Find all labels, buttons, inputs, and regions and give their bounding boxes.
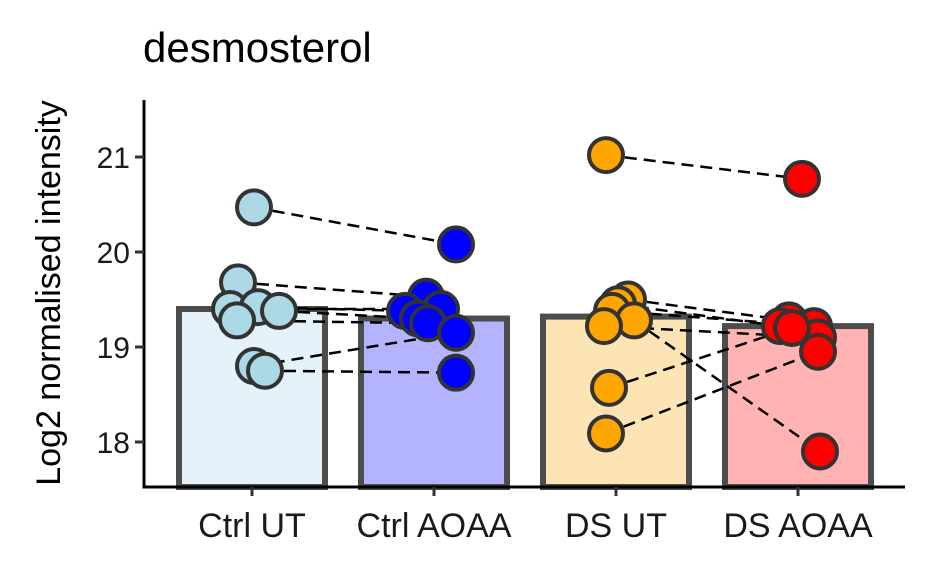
y-tick-label-1: 19: [97, 332, 130, 365]
pair-line-1: [237, 281, 427, 298]
y-axis-label: Log2 normalised intensity: [30, 100, 68, 486]
chart-title: desmosterol: [143, 24, 372, 71]
point-1-0: [437, 225, 475, 264]
point-2-7: [587, 414, 625, 453]
point-3-7: [801, 432, 839, 471]
point-0-0: [235, 188, 273, 227]
x-tick-label-1: Ctrl AOAA: [357, 507, 512, 545]
y-tick-label-0: 18: [97, 427, 130, 460]
point-1-6: [437, 313, 475, 352]
x-tick-label-2: DS UT: [565, 507, 667, 545]
point-3-5: [773, 309, 811, 347]
point-0-5: [218, 301, 256, 340]
y-tick-label-3: 21: [97, 142, 130, 175]
x-tick-label-0: Ctrl UT: [198, 507, 306, 545]
bar-3: [722, 323, 874, 490]
point-2-6: [590, 368, 628, 407]
bar-0: [176, 306, 328, 490]
pair-line-11: [611, 309, 815, 328]
axes-layer: 18 19 20 21 Ctrl UT Ctrl AOAA DS UT DS AOAA: [97, 100, 905, 545]
pair-line-8: [605, 153, 803, 181]
x-tick-label-3: DS AOAA: [723, 507, 873, 545]
point-1-7: [437, 353, 475, 392]
point-3-0: [783, 159, 821, 198]
point-2-0: [587, 136, 625, 175]
point-0-4: [260, 291, 298, 330]
pair-line-9: [627, 298, 790, 322]
pair-line-7: [264, 369, 457, 374]
point-0-7: [246, 351, 284, 390]
point-3-6: [799, 332, 837, 371]
pair-line-0: [253, 206, 457, 246]
bar-1: [358, 315, 510, 490]
points-layer: [211, 136, 839, 471]
pair-line-6: [253, 331, 457, 368]
y-tick-label-2: 20: [97, 237, 130, 270]
pair-line-14: [608, 326, 793, 390]
point-2-5: [585, 307, 623, 346]
